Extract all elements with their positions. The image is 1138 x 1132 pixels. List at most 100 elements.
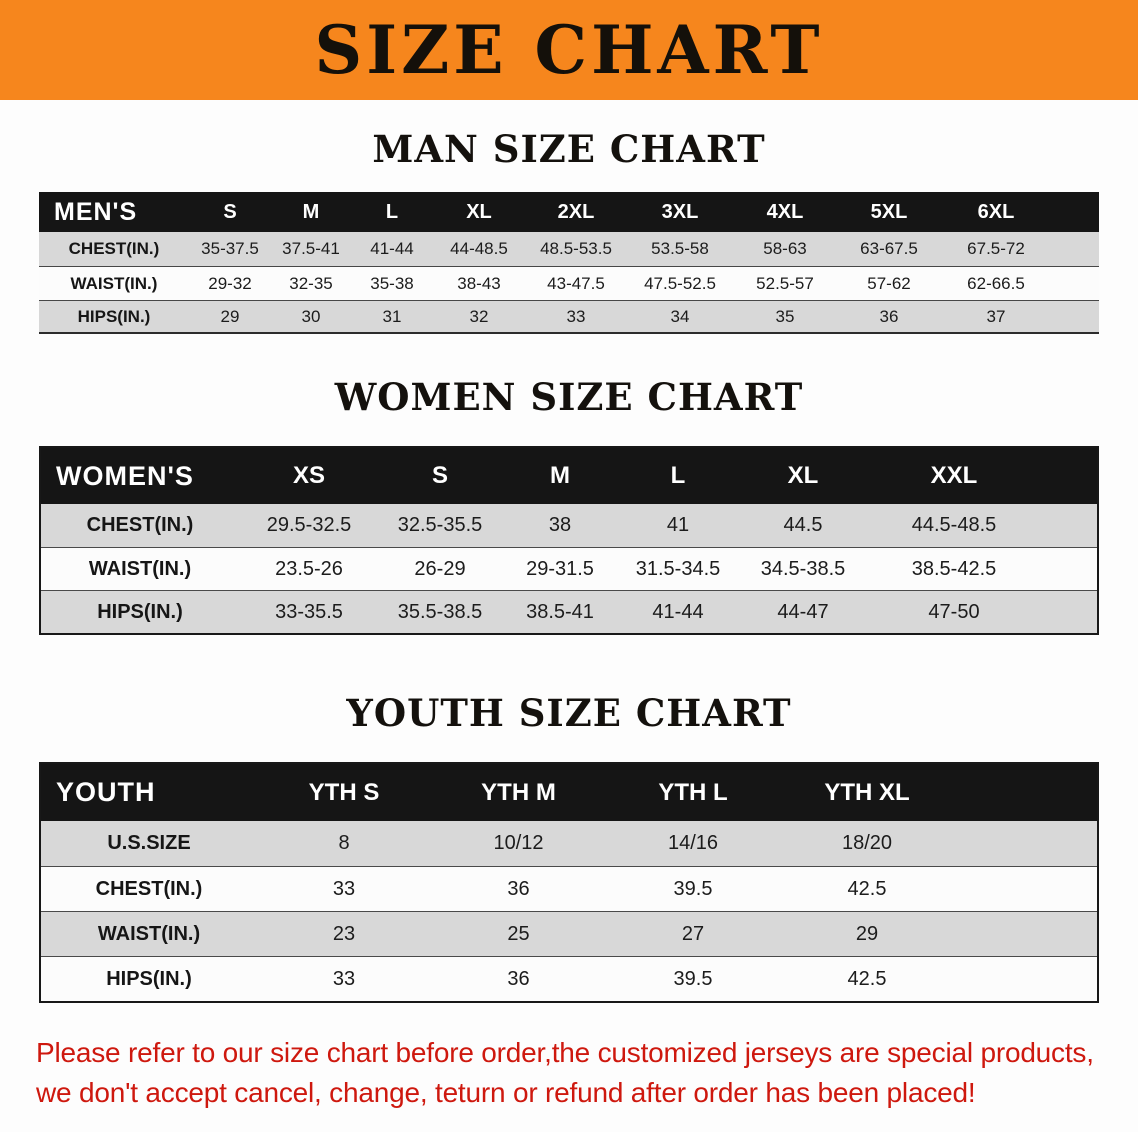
size-value-cell: 41-44 <box>370 239 414 258</box>
row-label-cell: U.S.SIZE <box>107 832 191 854</box>
size-value-cell: 35 <box>775 306 795 326</box>
size-value-cell: 29.5-32.5 <box>266 514 352 536</box>
size-value-cell: 48.5-53.5 <box>540 239 612 258</box>
size-value-cell: 44-47 <box>777 600 829 623</box>
size-value-cell: 14/16 <box>667 832 719 854</box>
table-header-row: MEN'S S M L XL 2XL 3XL 4XL 5XL 6XL <box>39 192 1099 232</box>
size-column-header: M <box>550 462 570 489</box>
size-value-cell: 36 <box>507 877 530 900</box>
size-column-header: YTH XL <box>824 778 910 806</box>
youth-size-chart-section: YOUTH SIZE CHART YOUTH YTH S YTH M YTH L YTH… <box>0 691 1138 1003</box>
size-column-header: YTH M <box>481 778 556 806</box>
size-value-cell: 35.5-38.5 <box>397 600 483 623</box>
size-column-header: 6XL <box>977 200 1015 223</box>
table-header-row: WOMEN'S XS S M L XL XXL <box>41 448 1097 504</box>
size-value-cell: 30 <box>301 306 321 326</box>
size-column-header: XL <box>466 200 492 223</box>
size-value-cell: 57-62 <box>867 273 911 293</box>
size-value-cell: 63-67.5 <box>860 239 918 258</box>
size-value-cell: 33-35.5 <box>275 600 343 623</box>
size-value-cell: 36 <box>879 306 899 326</box>
size-value-cell: 29-32 <box>208 273 252 293</box>
row-label-cell: WAIST(IN.) <box>70 273 158 293</box>
table-row: HIPS(IN.) 33-35.5 35.5-38.5 38.5-41 41-44 44-… <box>41 590 1097 633</box>
table-row: HIPS(IN.) 33 36 39.5 42.5 <box>41 956 1097 1001</box>
size-column-header: M <box>302 200 320 223</box>
size-column-header: S <box>431 462 448 489</box>
size-value-cell: 44.5 <box>783 514 823 536</box>
size-value-cell: 29 <box>220 306 240 326</box>
size-value-cell: 25 <box>507 922 530 945</box>
table-row: WAIST(IN.) 23 25 27 29 <box>41 911 1097 956</box>
size-value-cell: 18/20 <box>841 832 893 854</box>
size-column-header: XL <box>787 462 819 489</box>
size-value-cell: 35-38 <box>370 273 414 293</box>
size-value-cell: 62-66.5 <box>967 273 1025 293</box>
size-value-cell: 38-43 <box>457 273 501 293</box>
size-value-cell: 26-29 <box>414 557 466 580</box>
size-value-cell: 32 <box>469 306 489 326</box>
size-value-cell: 39.5 <box>673 967 713 990</box>
size-value-cell: 38.5-42.5 <box>911 557 997 580</box>
size-value-cell: 53.5-58 <box>651 239 709 258</box>
size-value-cell: 8 <box>338 832 350 854</box>
men-section-title: MAN SIZE CHART <box>372 127 766 171</box>
size-value-cell: 31.5-34.5 <box>635 557 721 580</box>
table-title-cell: WOMEN'S <box>56 460 194 491</box>
size-column-header: L <box>385 200 399 223</box>
row-label-cell: CHEST(IN.) <box>86 514 194 536</box>
title-banner: SIZE CHART <box>0 0 1138 100</box>
size-value-cell: 42.5 <box>847 967 887 990</box>
table-row: U.S.SIZE 8 10/12 14/16 18/20 <box>41 821 1097 866</box>
table-title-cell: YOUTH <box>56 777 156 807</box>
women-size-table: WOMEN'S XS S M L XL XXL CHEST(IN.) 29.5-32.5 32.5… <box>39 446 1099 635</box>
table-row: CHEST(IN.) 33 36 39.5 42.5 <box>41 866 1097 911</box>
size-value-cell: 38.5-41 <box>526 600 594 623</box>
women-size-chart-section: WOMEN SIZE CHART WOMEN'S XS S M L XL XXL CHEST(… <box>0 375 1138 635</box>
row-label-cell: CHEST(IN.) <box>68 239 160 258</box>
size-column-header: 5XL <box>870 200 908 223</box>
size-value-cell: 37 <box>986 306 1006 326</box>
size-value-cell: 52.5-57 <box>756 273 814 293</box>
size-value-cell: 37.5-41 <box>282 239 340 258</box>
page-title: SIZE CHART <box>314 11 824 89</box>
size-value-cell: 31 <box>382 306 402 326</box>
youth-section-title: YOUTH SIZE CHART <box>346 691 792 735</box>
size-column-header: XXL <box>930 462 978 489</box>
size-column-header: 2XL <box>557 200 595 223</box>
size-value-cell: 58-63 <box>763 239 807 258</box>
disclaimer-note: Please refer to our size chart before or… <box>36 1033 1138 1113</box>
size-column-header: S <box>223 200 237 223</box>
table-row: WAIST(IN.) 29-32 32-35 35-38 38-43 43-47.5 47.… <box>39 266 1099 300</box>
size-value-cell: 34.5-38.5 <box>760 557 846 580</box>
size-value-cell: 36 <box>507 967 530 990</box>
size-value-cell: 44-48.5 <box>450 239 508 258</box>
size-value-cell: 42.5 <box>847 877 887 900</box>
size-column-header: YTH L <box>658 778 728 806</box>
table-row: CHEST(IN.) 29.5-32.5 32.5-35.5 38 41 44.5 44.5… <box>41 504 1097 547</box>
row-label-cell: HIPS(IN.) <box>77 306 151 326</box>
size-value-cell: 29 <box>855 922 879 945</box>
size-value-cell: 39.5 <box>673 877 713 900</box>
table-title-cell: MEN'S <box>54 197 138 226</box>
size-value-cell: 41-44 <box>652 600 704 623</box>
youth-size-table: YOUTH YTH S YTH M YTH L YTH XL U.S.SIZE 8 10/12… <box>39 762 1099 1003</box>
size-column-header: 3XL <box>661 200 699 223</box>
row-label-cell: HIPS(IN.) <box>106 967 192 990</box>
size-value-cell: 23 <box>332 922 356 945</box>
size-value-cell: 33 <box>332 877 356 900</box>
size-value-cell: 32.5-35.5 <box>397 514 483 536</box>
row-label-cell: WAIST(IN.) <box>97 922 201 945</box>
size-value-cell: 44.5-48.5 <box>911 514 997 536</box>
size-column-header: XS <box>292 462 325 489</box>
size-value-cell: 33 <box>566 306 586 326</box>
size-value-cell: 27 <box>681 922 705 945</box>
size-value-cell: 47.5-52.5 <box>644 273 716 293</box>
size-value-cell: 41 <box>666 514 690 536</box>
table-row: HIPS(IN.) 29 30 31 32 33 34 35 36 37 <box>39 300 1099 334</box>
row-label-cell: CHEST(IN.) <box>95 877 203 900</box>
size-value-cell: 33 <box>332 967 356 990</box>
size-value-cell: 29-31.5 <box>526 557 594 580</box>
men-size-chart-section: MAN SIZE CHART MEN'S S M L XL 2XL 3XL 4XL 5XL 6XL… <box>0 127 1138 334</box>
